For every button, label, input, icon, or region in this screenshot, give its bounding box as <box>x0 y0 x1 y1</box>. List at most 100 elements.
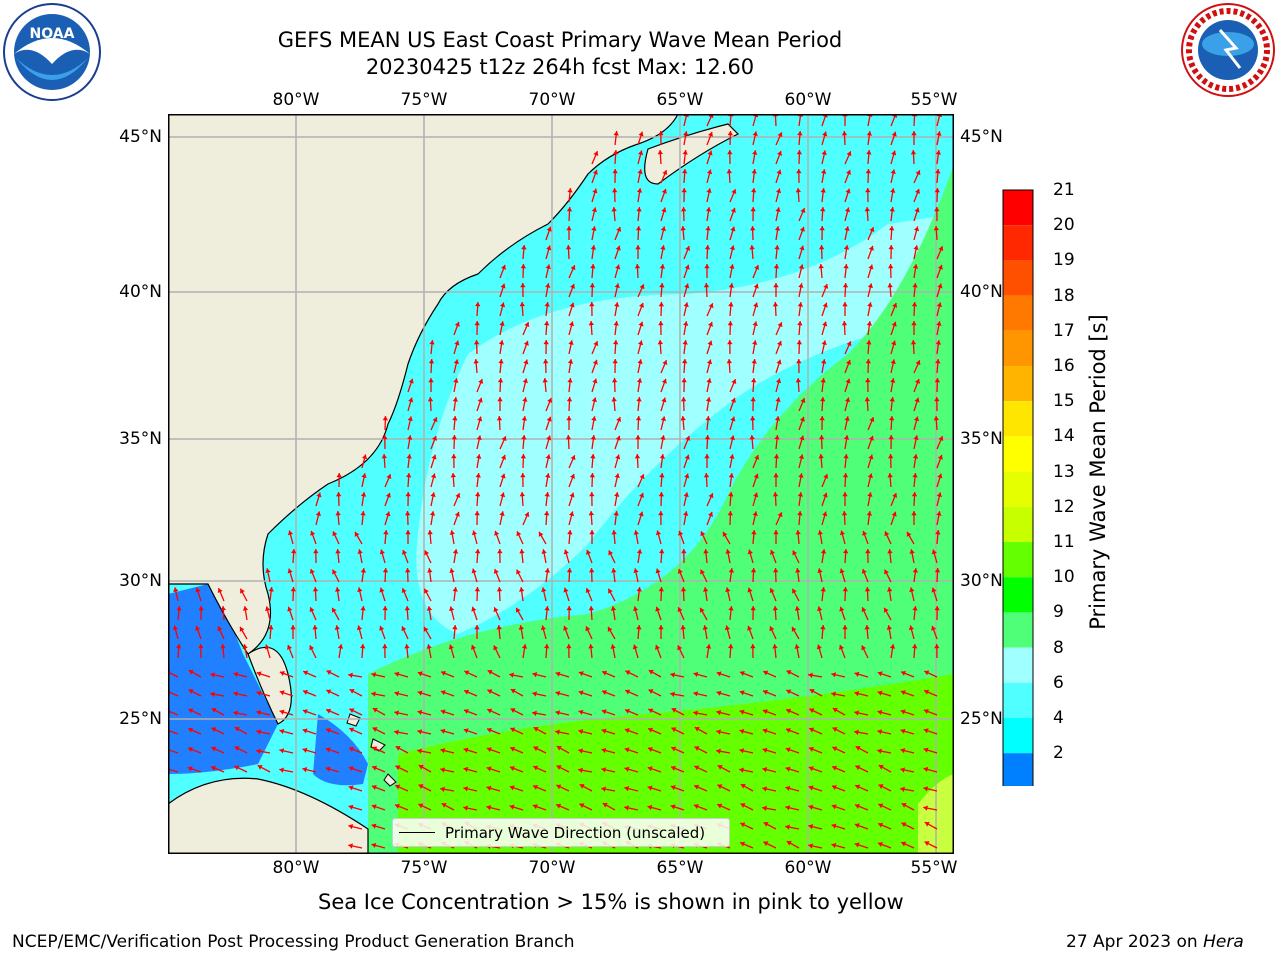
colorbar-label: Primary Wave Mean Period [s] <box>1086 314 1110 630</box>
wave-arrow <box>220 644 226 659</box>
wave-arrow <box>427 568 433 583</box>
wave-arrow <box>843 548 849 564</box>
wave-arrow <box>818 263 824 279</box>
wave-arrow <box>541 587 547 602</box>
wave-arrow <box>660 397 667 412</box>
wave-arrow <box>867 226 875 241</box>
wave-arrow <box>335 549 341 564</box>
wave-arrow <box>614 416 622 431</box>
wave-arrow <box>567 378 573 393</box>
colorbar-tick-label: 16 <box>1053 356 1075 376</box>
wave-arrow <box>334 625 340 640</box>
wave-arrow <box>474 320 480 336</box>
wave-arrow <box>476 435 482 450</box>
wave-arrow <box>496 415 503 431</box>
wave-arrow <box>704 454 710 468</box>
wave-arrow <box>591 226 597 241</box>
wave-arrow <box>555 729 570 735</box>
wave-arrow <box>931 549 938 564</box>
wave-arrow <box>680 396 687 412</box>
wave-arrow <box>726 358 732 374</box>
wave-arrow <box>706 321 714 336</box>
wave-arrow <box>841 130 848 146</box>
wave-arrow <box>533 726 547 735</box>
wave-arrow <box>430 435 438 450</box>
wave-arrow <box>585 626 593 640</box>
wave-arrow <box>382 415 389 431</box>
wave-arrow <box>349 688 363 697</box>
wave-arrow <box>775 150 783 165</box>
wave-arrow <box>854 784 869 792</box>
wave-arrow <box>195 625 202 640</box>
colorbar-segment <box>1003 295 1033 331</box>
wave-arrow <box>798 435 805 450</box>
wave-arrow <box>404 605 410 621</box>
wave-arrow <box>210 746 225 754</box>
wave-arrow <box>867 302 873 317</box>
wave-arrow <box>401 626 409 640</box>
wave-arrow <box>844 150 852 165</box>
wave-arrow <box>418 764 432 773</box>
wave-arrow <box>647 785 662 792</box>
wave-arrow <box>680 206 687 222</box>
wave-arrow <box>700 569 708 583</box>
wave-arrow <box>545 397 553 412</box>
wave-arrow <box>785 766 800 773</box>
wave-arrow <box>382 567 389 583</box>
wave-arrow <box>394 691 409 697</box>
wave-arrow <box>452 587 458 602</box>
wave-arrow <box>936 435 944 450</box>
wave-arrow <box>635 415 642 431</box>
wave-arrow <box>854 729 869 735</box>
wave-arrow <box>372 746 386 754</box>
wave-arrow <box>791 626 800 640</box>
wave-arrow <box>772 567 779 583</box>
land-cuba <box>168 777 369 854</box>
wave-arrow <box>901 802 915 811</box>
wave-arrow <box>762 786 777 792</box>
wave-arrow <box>660 416 666 431</box>
wave-arrow <box>889 397 895 412</box>
wave-arrow <box>520 472 526 488</box>
wave-arrow <box>614 283 620 298</box>
wave-arrow <box>313 548 319 564</box>
wave-arrow <box>844 340 852 355</box>
wave-arrow <box>739 690 754 697</box>
wave-arrow <box>591 340 599 355</box>
wave-arrow <box>451 434 458 450</box>
wave-arrow <box>568 492 575 507</box>
wave-arrow <box>371 842 386 849</box>
wave-arrow <box>257 764 271 773</box>
wave-arrow <box>279 767 294 773</box>
wave-arrow <box>635 245 641 259</box>
wave-arrow <box>693 691 708 697</box>
wave-arrow <box>545 226 552 241</box>
wave-arrow <box>855 745 869 754</box>
wave-arrow <box>348 785 363 792</box>
wave-arrow <box>935 150 942 165</box>
wave-arrow <box>775 397 781 412</box>
wave-arrow <box>302 747 317 754</box>
lon-label-top: 75°W <box>400 90 448 110</box>
wave-arrow <box>900 767 915 773</box>
wave-arrow <box>865 187 871 203</box>
wave-arrow <box>888 434 894 450</box>
wave-arrow <box>589 301 595 317</box>
wave-arrow <box>568 264 576 279</box>
colorbar-tick-label: 18 <box>1053 285 1075 306</box>
wave-arrow <box>900 748 915 754</box>
wave-arrow <box>326 670 340 678</box>
wave-arrow <box>637 150 644 165</box>
wave-arrow <box>683 131 689 146</box>
wave-arrow <box>242 644 248 659</box>
wave-arrow <box>426 606 433 621</box>
footer-date: 27 Apr 2023 on Hera <box>1066 932 1244 952</box>
wave-arrow <box>394 671 409 678</box>
wave-arrow <box>499 473 506 488</box>
wave-arrow <box>287 568 294 583</box>
wave-arrow <box>633 606 639 621</box>
wave-arrow <box>797 130 803 146</box>
wave-arrow <box>404 644 410 659</box>
wave-arrow <box>867 245 874 260</box>
wave-arrow <box>591 207 597 222</box>
